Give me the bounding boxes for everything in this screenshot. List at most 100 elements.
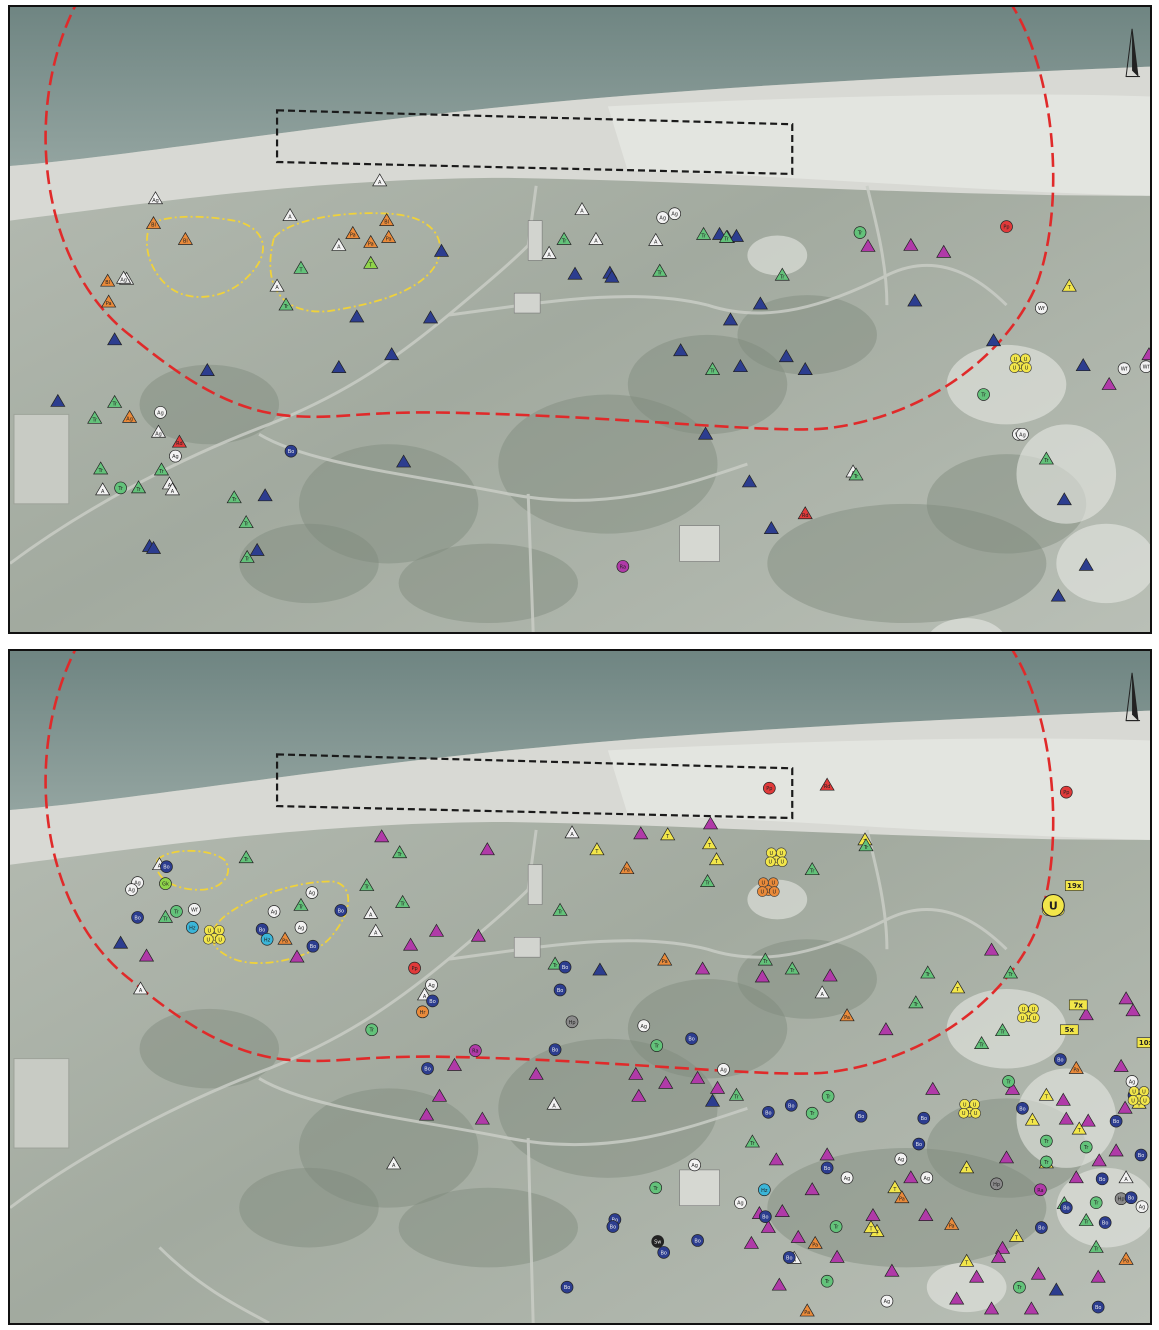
marker-label: Pp bbox=[1063, 790, 1069, 796]
species-marker bbox=[1004, 1081, 1021, 1095]
species-marker bbox=[690, 1070, 706, 1084]
species-marker bbox=[631, 1088, 647, 1102]
marker-label: Pa bbox=[804, 1310, 810, 1316]
marker-label: A bbox=[275, 285, 279, 291]
circle-marker-icon bbox=[426, 994, 439, 1008]
marker-label: Rd bbox=[802, 513, 809, 519]
marker-label: A bbox=[369, 912, 373, 918]
species-marker bbox=[199, 363, 215, 376]
species-marker: A bbox=[564, 825, 580, 839]
triangle-marker-icon bbox=[822, 968, 838, 982]
marker-label: Bo bbox=[786, 1255, 792, 1261]
marker-label: Tr bbox=[162, 916, 168, 922]
species-marker: Bo bbox=[691, 1234, 704, 1247]
count-tag-box bbox=[1068, 999, 1088, 1011]
species-marker: Pa bbox=[894, 1190, 910, 1204]
triangle-marker-icon bbox=[884, 1263, 900, 1277]
circle-marker-icon bbox=[154, 406, 167, 419]
species-marker: Ag bbox=[305, 886, 319, 899]
marker-label: Ag bbox=[1139, 1205, 1146, 1211]
species-marker: Tr bbox=[699, 873, 716, 887]
species-marker bbox=[1050, 588, 1066, 602]
species-marker: Bo bbox=[426, 994, 439, 1008]
species-marker: Pa bbox=[101, 294, 117, 308]
species-marker: Bo bbox=[782, 1251, 796, 1264]
species-marker: Wf bbox=[1035, 301, 1048, 315]
species-marker: Ag bbox=[121, 409, 138, 423]
species-marker: Ag bbox=[425, 978, 438, 992]
species-marker bbox=[903, 1170, 919, 1184]
triangle-marker-icon bbox=[990, 1249, 1007, 1263]
triangle-marker-icon bbox=[784, 961, 800, 975]
marker-label: Ag bbox=[155, 431, 162, 437]
triangle-marker-icon bbox=[695, 226, 712, 240]
marker-label: Bo bbox=[765, 1110, 771, 1116]
circle-marker-icon bbox=[170, 905, 183, 918]
circle-marker-icon bbox=[469, 1044, 482, 1057]
species-marker: Ag bbox=[267, 905, 281, 918]
species-marker: Tr bbox=[994, 1023, 1011, 1037]
cluster-marker-icon bbox=[214, 934, 226, 945]
cluster-label: U bbox=[780, 860, 784, 866]
species-marker bbox=[628, 1066, 644, 1080]
species-marker: Sw bbox=[651, 1235, 665, 1248]
species-marker bbox=[709, 1080, 726, 1094]
circle-marker-icon bbox=[821, 1090, 835, 1103]
triangle-marker-icon bbox=[199, 363, 215, 376]
marker-label: Pa bbox=[1123, 1258, 1129, 1264]
triangle-marker-icon bbox=[374, 829, 390, 843]
species-marker bbox=[704, 1093, 721, 1107]
triangle-marker-icon bbox=[574, 202, 590, 216]
triangle-marker-icon bbox=[760, 1219, 776, 1233]
marker-label: Tr bbox=[173, 909, 179, 915]
marker-label: A bbox=[392, 1163, 396, 1169]
marker-label: Bo bbox=[424, 1067, 430, 1073]
marker-label: Tr bbox=[1043, 458, 1049, 464]
cluster-label: U bbox=[1014, 357, 1018, 363]
marker-label: Hz bbox=[761, 1188, 768, 1194]
species-marker: Bl bbox=[145, 215, 162, 229]
species-marker: Tr bbox=[977, 388, 990, 401]
species-marker bbox=[990, 1249, 1007, 1263]
cluster-label: U bbox=[767, 889, 771, 895]
species-marker: A bbox=[282, 208, 298, 221]
species-marker: Ag bbox=[116, 270, 132, 284]
triangle-marker-icon bbox=[479, 842, 495, 856]
count-tag-label: 10x bbox=[1139, 1039, 1150, 1047]
cluster-marker-icon bbox=[970, 1107, 981, 1119]
species-marker: Tr bbox=[784, 961, 800, 975]
marker-label: Ag bbox=[271, 909, 278, 915]
marker-label: Gk bbox=[162, 882, 169, 888]
cluster-label: U bbox=[1027, 1015, 1031, 1021]
triangle-marker-icon bbox=[331, 237, 347, 251]
triangle-marker-icon bbox=[1030, 1266, 1046, 1280]
marker-label: Bo bbox=[824, 1166, 830, 1172]
marker-label: Tr bbox=[298, 904, 304, 910]
triangle-marker-icon bbox=[763, 521, 779, 534]
count-tag-label: 7x bbox=[1074, 1001, 1084, 1009]
cluster-label: U bbox=[1143, 1098, 1147, 1104]
triangle-marker-icon bbox=[699, 873, 716, 887]
species-marker: Bl bbox=[379, 212, 395, 226]
species-marker: T bbox=[950, 980, 966, 994]
triangle-marker-icon bbox=[474, 1111, 490, 1125]
species-marker: Ra bbox=[469, 1044, 482, 1057]
marker-label: A bbox=[288, 215, 292, 221]
species-marker bbox=[728, 228, 745, 242]
triangle-marker-icon bbox=[903, 1170, 919, 1184]
circle-marker-icon bbox=[758, 1183, 771, 1197]
species-marker: Tr bbox=[107, 394, 123, 408]
species-marker: Tr bbox=[365, 1023, 379, 1037]
triangle-marker-icon bbox=[949, 1291, 965, 1305]
species-marker: Pa bbox=[657, 952, 673, 966]
cluster-marker-icon bbox=[203, 934, 214, 945]
triangle-marker-icon bbox=[633, 826, 649, 840]
triangle-marker-icon bbox=[1118, 1170, 1134, 1184]
species-marker: T bbox=[363, 255, 379, 269]
marker-label: Tr bbox=[809, 1111, 815, 1117]
marker-label: Hp bbox=[569, 1020, 576, 1026]
circle-marker-icon bbox=[805, 1106, 819, 1120]
circle-marker-icon bbox=[854, 1109, 868, 1123]
circle-marker-icon bbox=[260, 932, 274, 946]
triangle-marker-icon bbox=[797, 506, 813, 520]
